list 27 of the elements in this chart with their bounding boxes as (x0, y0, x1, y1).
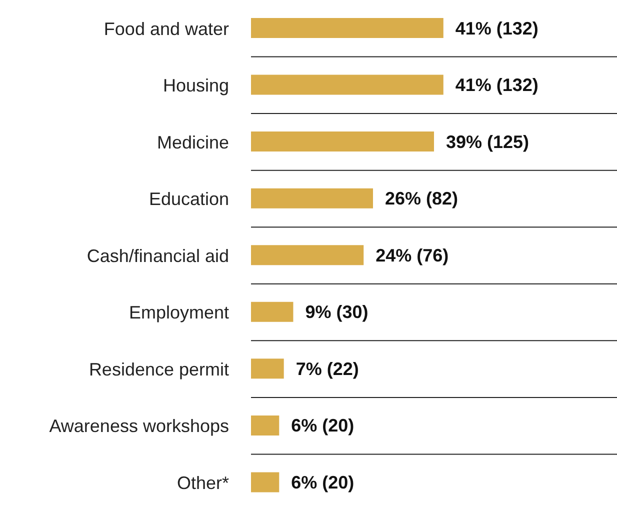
data-label: 39% (125) (446, 132, 530, 152)
data-label: 7% (22) (296, 358, 359, 379)
data-label: 6% (20) (291, 416, 354, 436)
bar (251, 245, 364, 266)
bar (251, 74, 444, 95)
y-tick-label: Education (148, 189, 229, 210)
y-tick-label: Employment (128, 302, 229, 323)
y-tick-label: Housing (162, 76, 229, 96)
y-tick-label: Food and water (104, 18, 230, 39)
y-tick-label: Awareness workshops (49, 416, 229, 436)
y-tick-label: Cash/financial aid (86, 246, 229, 266)
bar (251, 358, 284, 379)
y-tick-label: Residence permit (88, 359, 229, 380)
bar (251, 472, 280, 492)
data-label: 41% (132) (455, 75, 538, 96)
data-label: 26% (82) (385, 188, 458, 209)
data-label: 24% (76) (376, 245, 449, 266)
data-label: 6% (20) (291, 472, 354, 493)
bar (251, 132, 434, 152)
data-label: 41% (132) (455, 18, 538, 38)
bar (251, 188, 373, 208)
bar (251, 18, 444, 38)
bar (251, 415, 280, 436)
y-tick-label: Other* (176, 473, 229, 493)
bar (251, 302, 294, 322)
data-label: 9% (30) (305, 302, 368, 322)
y-tick-label: Medicine (156, 132, 229, 152)
